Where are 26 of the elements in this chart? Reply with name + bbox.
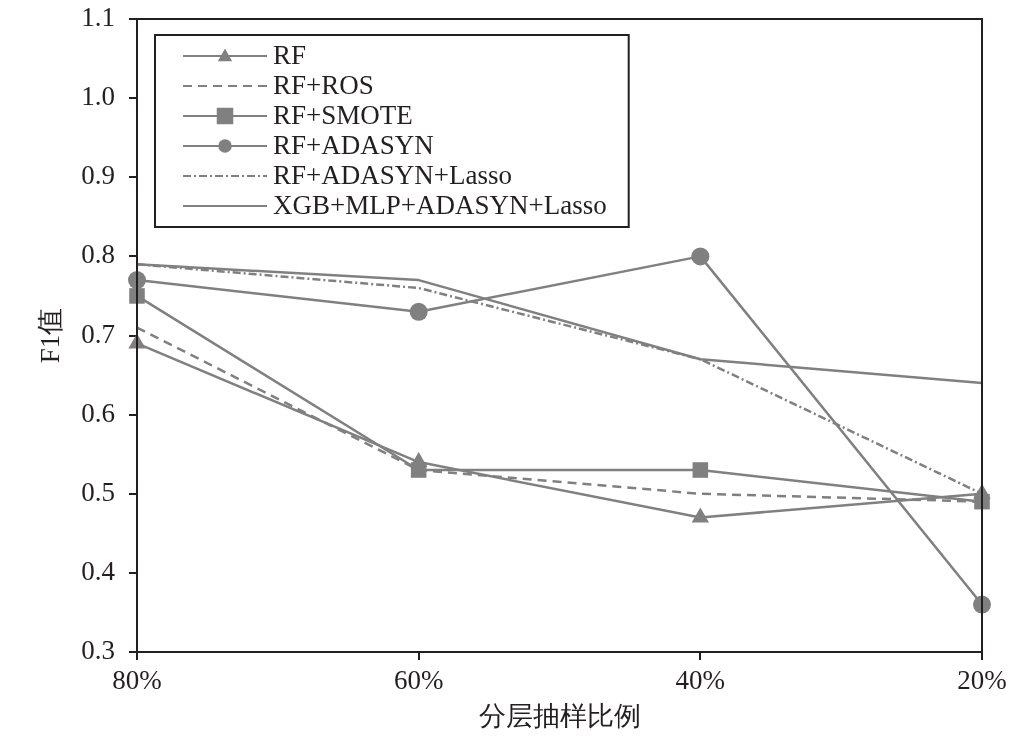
y-tick-label: 1.0 <box>81 81 115 112</box>
point <box>692 462 709 478</box>
legend-label: XGB+MLP+ADASYN+Lasso <box>273 190 607 221</box>
point <box>691 247 710 266</box>
y-tick-label: 0.3 <box>81 635 115 666</box>
y-tick-label: 0.8 <box>81 239 115 270</box>
y-tick-label: 0.5 <box>81 476 115 507</box>
y-tick-label: 0.7 <box>81 318 115 349</box>
legend-label: RF+ROS <box>273 70 374 101</box>
point <box>409 302 428 321</box>
legend-label: RF <box>273 40 307 71</box>
y-tick-label: 1.1 <box>81 2 115 33</box>
point <box>410 452 428 468</box>
x-tick-label: 20% <box>957 665 1007 696</box>
legend-label: RF+ADASYN <box>273 130 434 161</box>
legend-label: RF+SMOTE <box>273 100 413 131</box>
x-tick-label: 40% <box>675 665 726 696</box>
x-tick-label: 60% <box>393 665 444 696</box>
y-tick-label: 0.9 <box>81 160 115 191</box>
y-tick-label: 0.4 <box>81 555 116 586</box>
legend-label: RF+ADASYN+Lasso <box>273 160 512 191</box>
x-axis-title: 分层抽样比例 <box>478 700 641 731</box>
point <box>129 288 145 304</box>
y-axis-title: F1值 <box>35 307 66 364</box>
y-tick-label: 0.6 <box>81 397 115 428</box>
x-tick-label: 80% <box>112 665 162 696</box>
